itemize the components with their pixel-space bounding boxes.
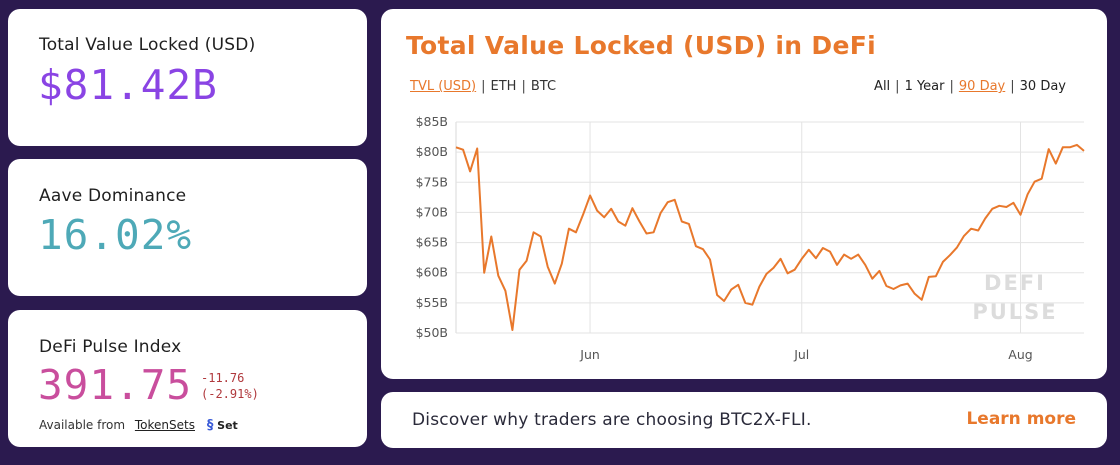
- tvl-series-line: [455, 143, 1085, 331]
- x-tick-label: Jun: [579, 347, 600, 362]
- y-tick-label: $65B: [416, 235, 448, 250]
- y-tick-label: $80B: [416, 144, 448, 159]
- range-90-day[interactable]: 90 Day: [958, 79, 1006, 94]
- aave-dominance-card: Aave Dominance 16.02%: [8, 159, 367, 296]
- toggle-btc[interactable]: BTC: [530, 79, 557, 94]
- defi-pulse-watermark-line2: PULSE: [972, 300, 1057, 324]
- dpi-change: -11.76 (-2.91%): [201, 370, 259, 402]
- tvl-value: $81.42B: [38, 61, 218, 109]
- dpi-change-pct: (-2.91%): [201, 387, 259, 401]
- tvl-chart-card: $50B $55B $60B $65B $70B $75B $80B $85B Jun Jul Au…: [381, 9, 1107, 379]
- x-tick-label: Aug: [1008, 347, 1032, 362]
- toggle-tvl-usd[interactable]: TVL (USD): [410, 79, 477, 94]
- range-separator: |: [895, 79, 900, 94]
- dpi-label: DeFi Pulse Index: [39, 337, 182, 357]
- toggle-separator: |: [521, 79, 526, 94]
- promo-banner: Discover why traders are choosing BTC2X-…: [381, 392, 1107, 448]
- y-tick-label: $50B: [416, 325, 448, 340]
- aave-dominance-label: Aave Dominance: [39, 186, 187, 206]
- y-tick-label: $70B: [416, 204, 448, 219]
- tvl-card: Total Value Locked (USD) $81.42B: [8, 9, 367, 146]
- tvl-label: Total Value Locked (USD): [39, 35, 256, 55]
- tvl-chart: $50B $55B $60B $65B $70B $75B $80B $85B Jun Jul Au…: [416, 114, 1085, 362]
- set-logo-text: Set: [217, 419, 238, 432]
- chart-title: Total Value Locked (USD) in DeFi: [406, 31, 876, 60]
- toggle-separator: |: [481, 79, 486, 94]
- y-tick-label: $75B: [416, 174, 448, 189]
- defi-pulse-index-card: DeFi Pulse Index 391.75 -11.76 (-2.91%) …: [8, 310, 367, 447]
- range-separator: |: [949, 79, 954, 94]
- available-from-text: Available from: [39, 418, 126, 432]
- y-tick-label: $55B: [416, 295, 448, 310]
- aave-dominance-value: 16.02%: [38, 211, 193, 259]
- range-all[interactable]: All: [874, 79, 891, 94]
- set-logo[interactable]: § Set: [207, 418, 238, 433]
- y-tick-label: $60B: [416, 265, 448, 280]
- range-separator: |: [1010, 79, 1015, 94]
- currency-toggle-group: TVL (USD) | ETH | BTC: [410, 79, 556, 94]
- toggle-eth[interactable]: ETH: [490, 79, 517, 94]
- promo-text: Discover why traders are choosing BTC2X-…: [412, 410, 812, 430]
- range-30-day[interactable]: 30 Day: [1019, 79, 1066, 94]
- available-from: Available from TokenSets § Set: [39, 418, 238, 433]
- y-tick-label: $85B: [416, 114, 448, 129]
- x-tick-label: Jul: [793, 347, 809, 362]
- dpi-change-abs: -11.76: [201, 371, 245, 385]
- set-logo-icon: §: [206, 418, 214, 433]
- defi-pulse-watermark-line1: DEFI: [984, 271, 1046, 295]
- tokensets-link[interactable]: TokenSets: [134, 418, 195, 432]
- range-1-year[interactable]: 1 Year: [904, 79, 945, 94]
- learn-more-link[interactable]: Learn more: [966, 409, 1076, 429]
- time-range-group: All | 1 Year | 90 Day | 30 Day: [874, 79, 1066, 94]
- dpi-value: 391.75: [38, 361, 193, 409]
